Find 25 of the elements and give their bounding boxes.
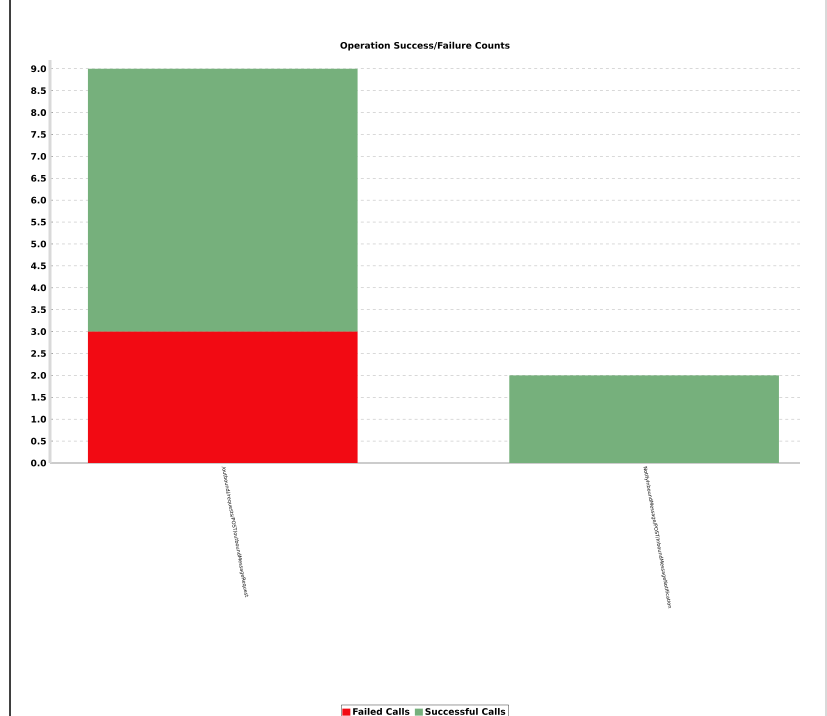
bar xyxy=(509,375,779,463)
y-tick-label: 4.0 xyxy=(31,284,46,292)
bar xyxy=(88,68,358,332)
y-tick-label: 0.0 xyxy=(31,460,46,466)
legend-label: Failed Calls xyxy=(353,708,410,715)
y-tick-label: 2.0 xyxy=(31,372,46,379)
y-tick-label: 3.0 xyxy=(31,328,46,335)
y-tick-label: 3.5 xyxy=(31,306,46,314)
y-tick-label: 6.5 xyxy=(31,174,46,182)
chart-title: Operation Success/Failure Counts xyxy=(340,42,510,50)
legend-label: Successful Calls xyxy=(425,708,506,715)
y-tick-label: 4.5 xyxy=(31,262,46,270)
bar xyxy=(88,332,358,463)
y-tick-label: 8.0 xyxy=(31,109,46,116)
y-tick-label: 6.0 xyxy=(31,196,46,204)
y-tick-label: 9.0 xyxy=(31,65,46,72)
y-tick-label: 1.5 xyxy=(32,394,46,401)
y-tick-label: 7.0 xyxy=(31,152,46,160)
y-tick-label: 0.5 xyxy=(31,438,46,444)
y-tick-label: 5.5 xyxy=(31,218,46,226)
y-tick-label: 7.5 xyxy=(31,131,46,138)
y-tick-label: 5.0 xyxy=(31,240,46,248)
y-tick-label: 8.5 xyxy=(31,87,46,94)
y-tick-label: 1.0 xyxy=(32,416,46,423)
y-tick-label: 2.5 xyxy=(31,350,46,357)
